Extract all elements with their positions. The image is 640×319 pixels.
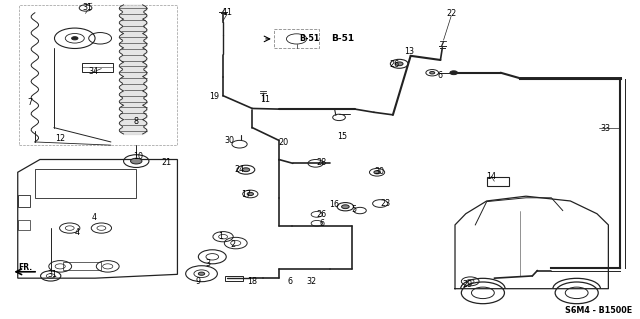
- Circle shape: [374, 171, 380, 174]
- Bar: [19, 5, 177, 145]
- Circle shape: [342, 205, 349, 209]
- Text: 11: 11: [222, 8, 232, 17]
- Text: 9: 9: [195, 277, 200, 286]
- Circle shape: [450, 71, 458, 75]
- Text: 34: 34: [89, 67, 99, 76]
- Text: 1: 1: [218, 232, 223, 241]
- Bar: [18, 220, 31, 230]
- Text: 23: 23: [380, 199, 390, 208]
- Text: 31: 31: [83, 4, 92, 12]
- Text: 26: 26: [317, 210, 327, 219]
- Text: S6M4 - B1500E: S6M4 - B1500E: [565, 306, 632, 315]
- Text: 2: 2: [230, 240, 236, 249]
- Text: 30: 30: [374, 167, 384, 176]
- Text: 5: 5: [351, 205, 356, 214]
- Text: 11: 11: [260, 95, 270, 104]
- Text: 14: 14: [486, 172, 496, 181]
- Text: 32: 32: [307, 277, 317, 286]
- Text: 21: 21: [161, 158, 171, 167]
- Text: 31: 31: [47, 271, 57, 279]
- Text: 19: 19: [209, 92, 220, 101]
- Text: 4: 4: [92, 213, 96, 222]
- Text: 6: 6: [319, 219, 324, 228]
- Circle shape: [72, 37, 78, 40]
- Text: B-51: B-51: [299, 34, 319, 43]
- Circle shape: [396, 62, 403, 66]
- Text: 12: 12: [55, 134, 65, 143]
- Text: 28: 28: [317, 158, 327, 167]
- Circle shape: [429, 71, 435, 74]
- Circle shape: [198, 272, 205, 275]
- Bar: [274, 29, 319, 48]
- Text: FR.: FR.: [19, 263, 33, 272]
- Text: 26: 26: [389, 60, 399, 69]
- Text: 20: 20: [279, 138, 289, 147]
- Text: 22: 22: [446, 9, 456, 18]
- Text: 7: 7: [28, 98, 33, 107]
- Bar: [486, 177, 509, 186]
- Circle shape: [131, 158, 142, 164]
- Text: 33: 33: [600, 124, 610, 133]
- Text: 17: 17: [241, 190, 251, 199]
- Circle shape: [247, 192, 253, 196]
- Bar: [63, 262, 101, 270]
- Text: 6: 6: [288, 277, 292, 286]
- Bar: [225, 276, 243, 281]
- Text: B-51: B-51: [331, 34, 354, 43]
- Text: 3: 3: [205, 259, 211, 268]
- Text: 10: 10: [133, 152, 143, 161]
- Text: 6: 6: [438, 71, 443, 80]
- Text: 4: 4: [75, 228, 80, 237]
- Bar: [18, 195, 31, 207]
- Text: 24: 24: [234, 165, 244, 174]
- Text: 13: 13: [404, 47, 413, 56]
- Bar: [35, 169, 136, 198]
- Text: 30: 30: [225, 137, 234, 145]
- Text: 18: 18: [247, 277, 257, 286]
- Text: 16: 16: [330, 200, 340, 209]
- Bar: [83, 63, 113, 72]
- Text: 29: 29: [463, 280, 473, 289]
- Text: 8: 8: [134, 117, 139, 126]
- Circle shape: [242, 168, 250, 172]
- Text: 15: 15: [337, 132, 348, 141]
